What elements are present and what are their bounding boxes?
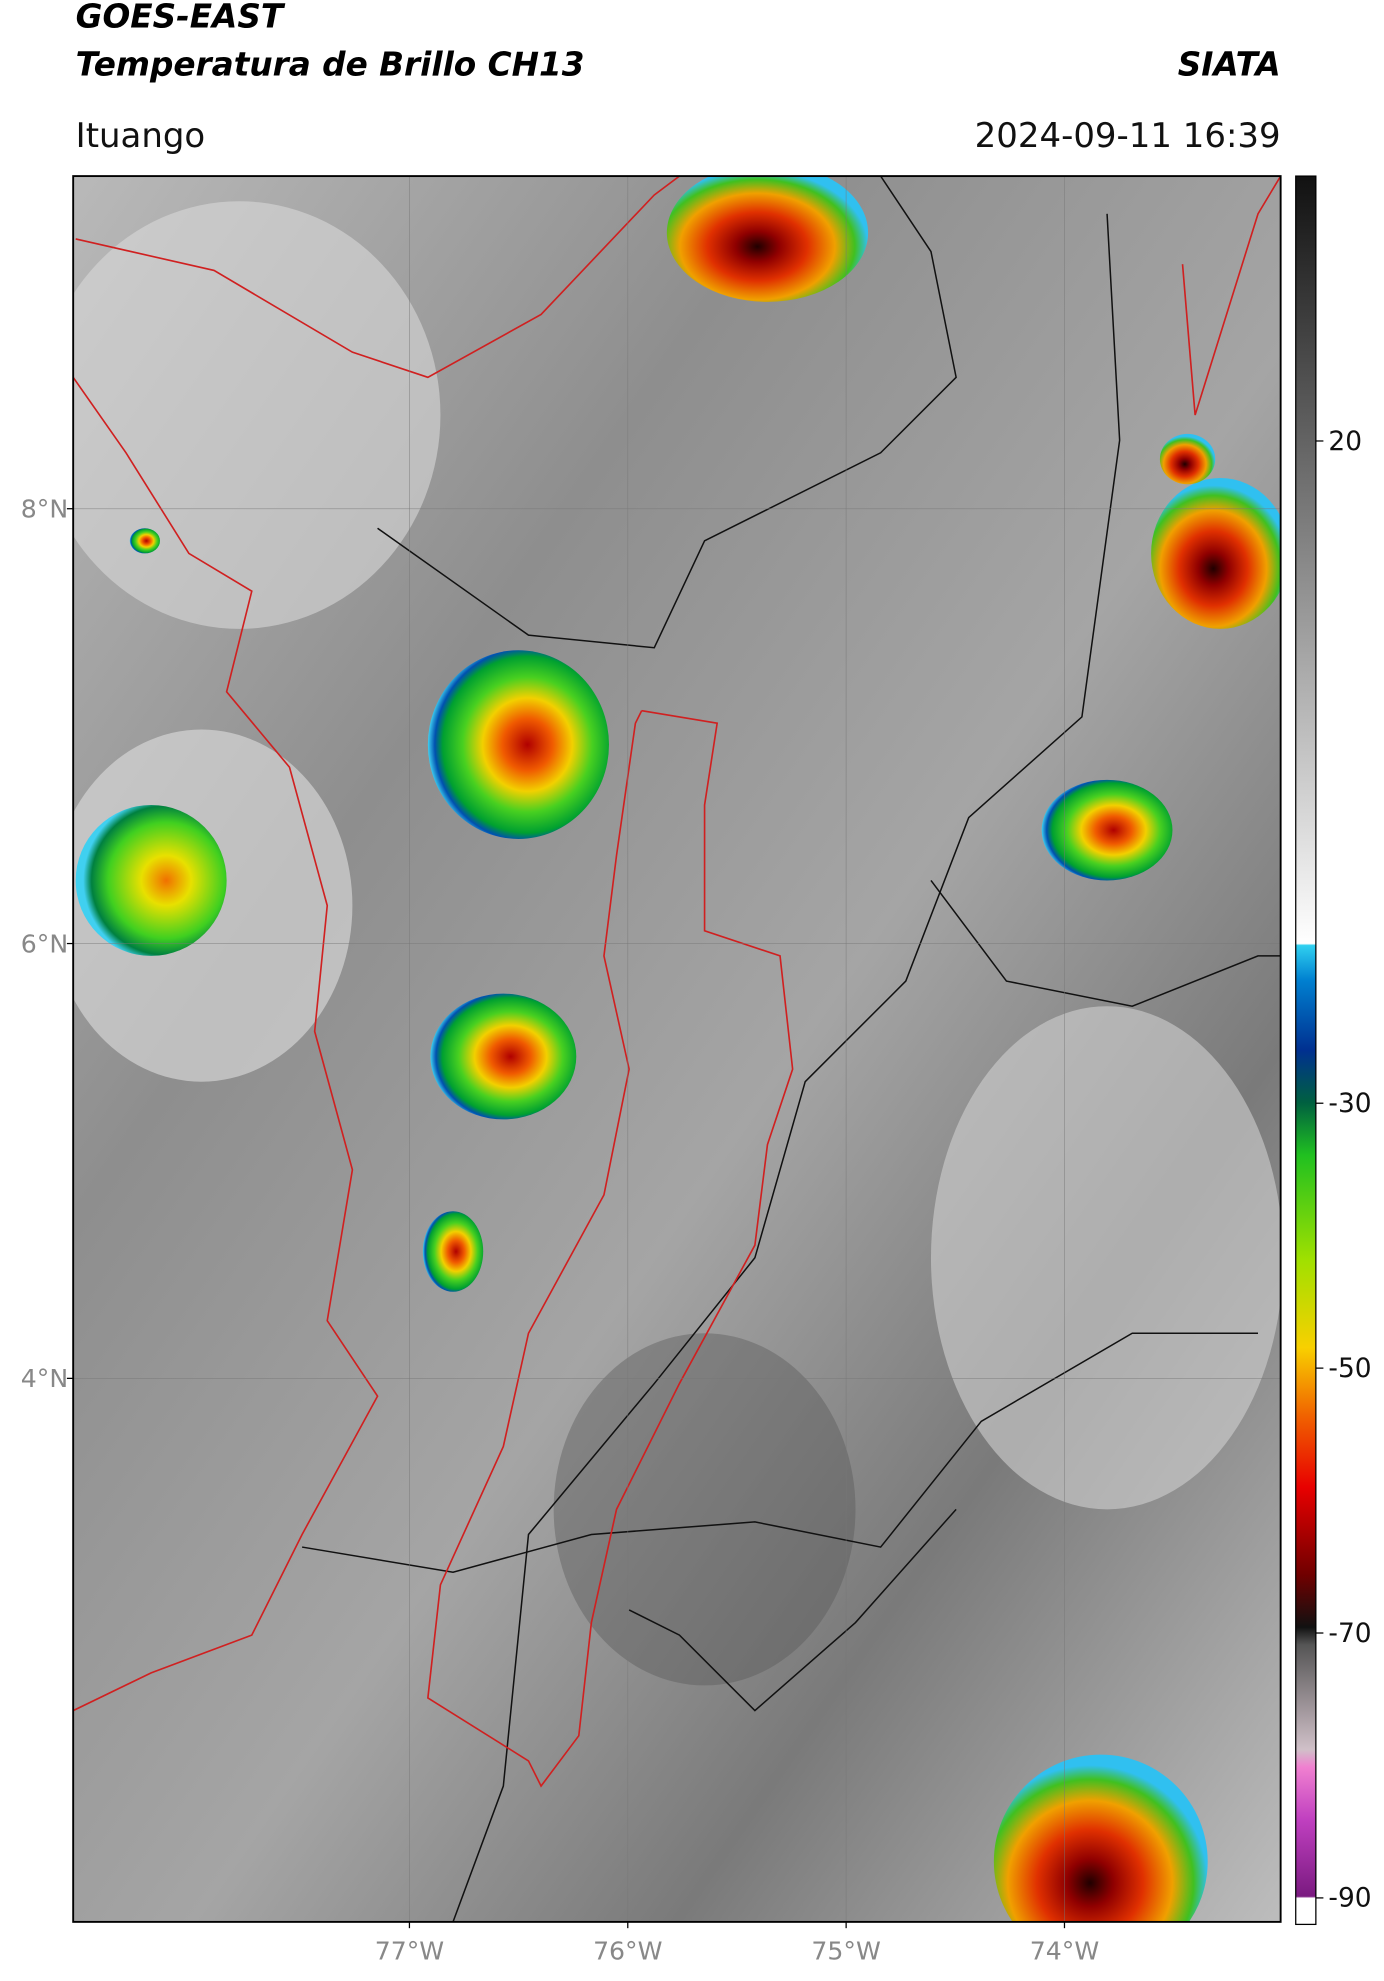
location: Ituango [76, 116, 206, 156]
colorbar-tick-label: 20 [1328, 426, 1362, 457]
colorbar-tick-label: -30 [1328, 1088, 1371, 1119]
colorbar-tick-label: -70 [1328, 1618, 1371, 1649]
lon-tick-label: 75°W [811, 1937, 881, 1966]
timestamp: 2024-09-11 16:39 [975, 116, 1281, 156]
lon-tick-label: 74°W [1030, 1937, 1100, 1966]
title: GOES-EAST [76, 0, 286, 36]
map-frame [72, 175, 1282, 1923]
subtitle: Temperatura de Brillo CH13 [76, 45, 585, 83]
graticule: 8°N 6°N 4°N 77°W 76°W 75°W 74°W [21, 176, 1281, 1966]
lat-tick-label: 8°N [21, 495, 68, 524]
lon-tick-label: 77°W [375, 1937, 445, 1966]
colorbar-tick-label: -90 [1328, 1883, 1371, 1914]
colorbar [1295, 175, 1317, 1926]
source: SIATA [1178, 45, 1281, 83]
lon-tick-label: 76°W [593, 1937, 663, 1966]
colorbar-ticks: 20 -30 -50 -70 -90 [1315, 426, 1372, 1914]
satellite-image [73, 176, 1281, 1922]
lat-tick-label: 4°N [21, 1364, 68, 1393]
colorbar-tick-label: -50 [1328, 1353, 1371, 1384]
lat-tick-label: 6°N [21, 929, 68, 958]
